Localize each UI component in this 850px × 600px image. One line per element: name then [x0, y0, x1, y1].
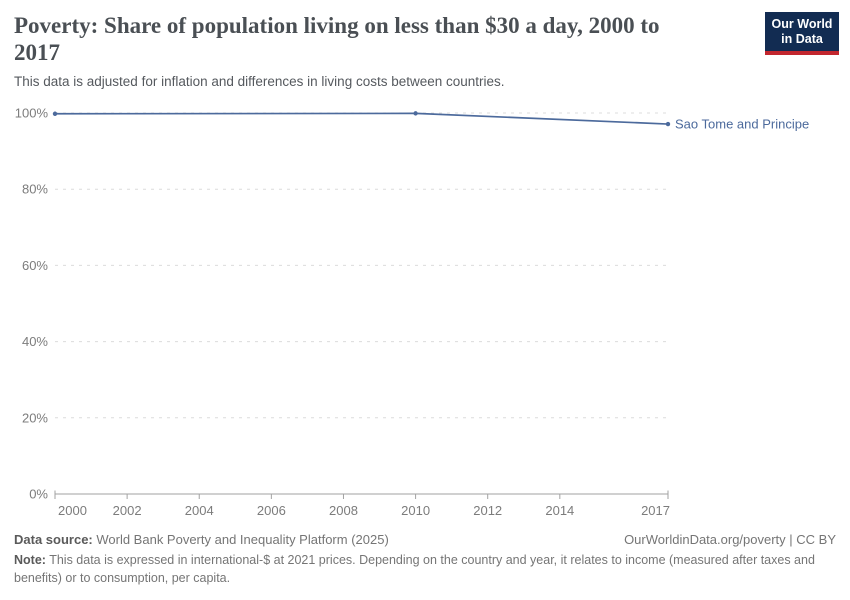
footer-note: Note: This data is expressed in internat…	[14, 552, 830, 587]
chart-title: Poverty: Share of population living on l…	[14, 13, 660, 65]
x-axis-tick-label: 2002	[113, 503, 142, 518]
x-axis-tick-label: 2014	[545, 503, 574, 518]
owid-logo-line2: in Data	[781, 32, 823, 46]
x-axis-tick-label: 2006	[257, 503, 286, 518]
data-point-marker[interactable]	[413, 111, 418, 116]
note-text: This data is expressed in international-…	[14, 553, 815, 585]
chart-subtitle: This data is adjusted for inflation and …	[14, 74, 505, 89]
series-end-label[interactable]: Sao Tome and Principe	[675, 117, 809, 132]
footer-source-row: Data source: World Bank Poverty and Ineq…	[14, 532, 836, 547]
data-source: Data source: World Bank Poverty and Ineq…	[14, 532, 389, 547]
y-axis-tick-label: 80%	[22, 182, 48, 197]
owid-logo: Our World in Data	[765, 12, 839, 55]
x-axis-tick-label: 2004	[185, 503, 214, 518]
data-point-marker[interactable]	[665, 121, 671, 127]
data-source-label: Data source:	[14, 532, 93, 547]
y-axis-tick-label: 0%	[29, 487, 48, 502]
x-axis-tick-label: 2017	[641, 503, 670, 518]
y-axis-tick-label: 100%	[15, 106, 49, 121]
owid-logo-line1: Our World	[771, 17, 833, 31]
y-axis-tick-label: 20%	[22, 410, 48, 425]
y-axis-tick-label: 60%	[22, 258, 48, 273]
x-axis-tick-label: 2012	[473, 503, 502, 518]
x-axis-tick-label: 2000	[58, 503, 87, 518]
data-source-text: World Bank Poverty and Inequality Platfo…	[92, 532, 389, 547]
note-label: Note:	[14, 553, 46, 567]
data-point-marker[interactable]	[52, 111, 58, 116]
y-axis-tick-label: 40%	[22, 334, 48, 349]
data-line[interactable]	[54, 112, 669, 125]
x-axis-tick-label: 2010	[401, 503, 430, 518]
license-link[interactable]: OurWorldinData.org/poverty | CC BY	[624, 532, 836, 547]
x-axis-tick-label: 2008	[329, 503, 358, 518]
